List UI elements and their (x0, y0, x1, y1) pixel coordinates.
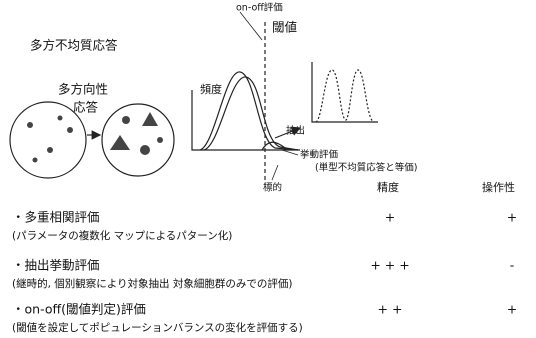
row-name: ・on-off(閾値判定)評価 (12, 302, 146, 317)
accuracy: + + + (370, 258, 409, 273)
arrow-label: 多方向性 (58, 82, 108, 97)
operability: - (510, 258, 515, 273)
row-note: (継時的, 個別観察により対象抽出 対象細胞群のみでの評価) (12, 277, 293, 290)
row-note: (閾値を設定してポピュレーションバランスの変化を評価する) (12, 321, 303, 334)
target-label: 標的 (263, 182, 282, 194)
column-header: 操作性 (482, 180, 515, 194)
arrow-label: 応答 (73, 100, 99, 115)
accuracy: + + (378, 302, 403, 317)
row-name: ・抽出挙動評価 (12, 258, 100, 273)
table-rows: ・多重相関評価 (パラメータの複数化 マップによるパターン化) + + ・抽出挙動評価 (… (12, 210, 517, 335)
extract-label: 抽出 (286, 125, 305, 137)
operability: + (507, 210, 517, 225)
extracted-histogram (312, 62, 378, 122)
page: 多方不均質応答 多方向性 応答 on-off評価 閾値 頻度 抽出 挙動評価 (… (0, 0, 536, 338)
row-note: (パラメータの複数化 マップによるパターン化) (12, 229, 232, 242)
on-off-label: on-off評価 (236, 2, 283, 14)
behavior-note: (単型不均質応答と等価) (315, 162, 417, 174)
accuracy: + (385, 210, 395, 225)
operability: + (507, 302, 517, 317)
behavior-label: 挙動評価 (300, 149, 339, 161)
cells (27, 112, 163, 163)
histogram (192, 12, 300, 185)
column-header: 精度 (377, 180, 399, 194)
threshold-label: 閾値 (272, 20, 297, 35)
title: 多方不均質応答 (30, 38, 118, 53)
row-name: ・多重相関評価 (12, 210, 100, 225)
frequency-label: 頻度 (200, 82, 222, 96)
